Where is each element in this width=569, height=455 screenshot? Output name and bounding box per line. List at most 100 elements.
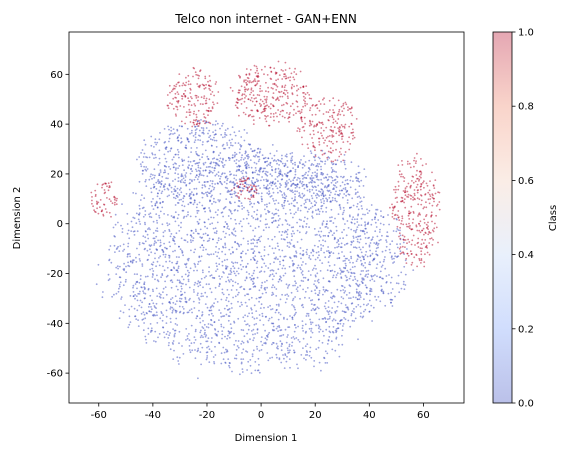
scatter-point (335, 336, 338, 339)
scatter-point (265, 180, 268, 183)
scatter-point (264, 156, 267, 159)
scatter-point (303, 220, 305, 223)
scatter-point (179, 248, 182, 251)
scatter-point (319, 259, 321, 262)
scatter-point (397, 164, 400, 167)
scatter-point (147, 228, 149, 231)
scatter-point (278, 74, 281, 76)
scatter-point (184, 273, 187, 276)
scatter-point (176, 262, 179, 265)
scatter-point (220, 362, 223, 365)
scatter-point (254, 245, 256, 248)
scatter-point (261, 154, 264, 157)
scatter-point (354, 278, 357, 280)
scatter-point (228, 248, 231, 251)
scatter-point (360, 205, 363, 207)
colorbar-tick-label: 0.4 (518, 250, 534, 261)
scatter-point (153, 176, 156, 179)
scatter-point (284, 238, 286, 241)
scatter-point (216, 265, 218, 268)
scatter-point (375, 242, 378, 245)
scatter-point (172, 239, 174, 242)
scatter-point (233, 174, 235, 177)
scatter-point (322, 244, 325, 247)
scatter-point (284, 181, 287, 184)
scatter-point (423, 218, 425, 221)
scatter-point (266, 160, 269, 163)
scatter-point (314, 113, 317, 116)
scatter-point (217, 237, 220, 240)
scatter-point (230, 217, 232, 220)
scatter-point (228, 280, 231, 283)
scatter-point (281, 203, 283, 206)
scatter-point (320, 201, 323, 204)
scatter-point (290, 226, 293, 229)
scatter-point (141, 263, 144, 265)
scatter-point (248, 190, 251, 193)
scatter-point (259, 215, 262, 218)
scatter-point (275, 79, 277, 82)
scatter-point (302, 249, 305, 252)
scatter-point (218, 275, 221, 278)
scatter-point (322, 220, 325, 223)
scatter-point (178, 85, 181, 87)
scatter-point (369, 293, 371, 296)
scatter-point (286, 355, 288, 358)
scatter-point (190, 324, 193, 327)
scatter-point (361, 255, 364, 258)
scatter-point (276, 347, 278, 349)
scatter-point (194, 136, 197, 139)
scatter-point (273, 83, 276, 86)
scatter-point (240, 301, 243, 304)
scatter-point (144, 292, 147, 295)
scatter-point (322, 330, 324, 333)
scatter-point (215, 146, 218, 148)
scatter-point (254, 104, 256, 107)
scatter-point (204, 87, 207, 89)
scatter-point (250, 186, 253, 188)
scatter-point (431, 171, 433, 174)
scatter-point (424, 239, 427, 241)
scatter-point (143, 297, 146, 300)
scatter-point (182, 308, 185, 310)
scatter-point (289, 105, 292, 108)
scatter-point (338, 108, 341, 111)
scatter-point (208, 237, 211, 240)
scatter-point (412, 210, 415, 213)
scatter-point (113, 195, 116, 198)
scatter-point (268, 226, 270, 229)
scatter-point (379, 270, 382, 273)
scatter-point (132, 291, 135, 293)
scatter-point (174, 92, 177, 95)
scatter-point (342, 289, 345, 291)
scatter-point (233, 332, 235, 335)
scatter-point (216, 255, 219, 258)
scatter-point (436, 203, 439, 206)
scatter-point (289, 257, 292, 259)
scatter-point (318, 163, 321, 165)
scatter-point (269, 164, 271, 167)
scatter-point (128, 237, 131, 240)
scatter-point (206, 351, 209, 354)
scatter-point (314, 307, 317, 310)
scatter-point (142, 215, 145, 218)
scatter-point (181, 97, 184, 100)
scatter-point (186, 337, 189, 340)
scatter-point (221, 291, 224, 294)
y-tick-label: -20 (47, 269, 63, 280)
scatter-point (283, 316, 285, 319)
scatter-point (385, 275, 388, 277)
scatter-point (193, 201, 196, 204)
scatter-point (216, 214, 219, 216)
scatter-point (321, 183, 324, 185)
scatter-point (358, 283, 361, 286)
scatter-point (331, 234, 334, 237)
scatter-point (211, 182, 214, 185)
scatter-point (206, 253, 209, 256)
scatter-point (298, 161, 301, 163)
scatter-point (206, 357, 209, 359)
scatter-point (325, 225, 328, 228)
scatter-point (221, 162, 224, 164)
scatter-point (431, 229, 434, 232)
scatter-point (245, 172, 248, 175)
